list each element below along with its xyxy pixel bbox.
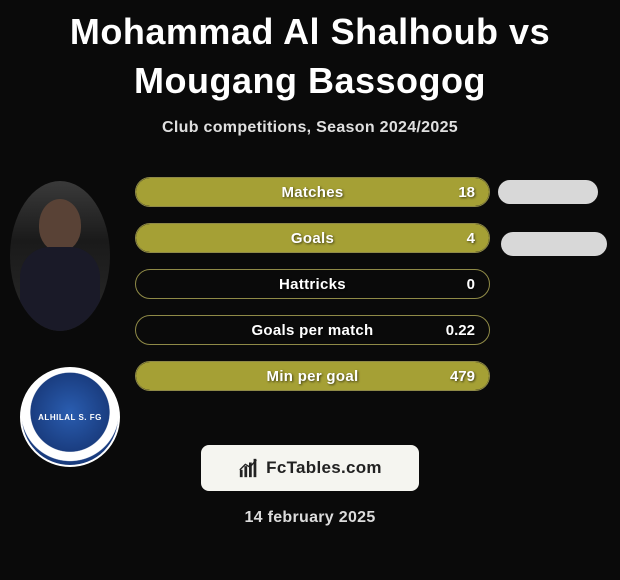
player-left-photo [10,181,110,331]
stat-value: 4 [467,224,475,252]
page-subtitle: Club competitions, Season 2024/2025 [0,119,620,137]
chart-icon [238,457,260,479]
stats-column: Matches18 Goals4 Hattricks0 Goals per match… [135,177,490,407]
page-title: Mohammad Al Shalhoub vs Mougang Bassogog [0,0,620,105]
right-pill [501,232,607,256]
player-left-club-logo: ALHILAL S. FG [20,367,120,467]
stat-value: 0.22 [446,316,475,344]
stat-value: 479 [450,362,475,390]
club-logo-text: ALHILAL S. FG [38,413,102,422]
right-pill [498,180,598,204]
stat-value: 0 [467,270,475,298]
player-head-shape [39,199,81,251]
stat-bar: Matches18 [135,177,490,207]
player-right-pills [498,177,608,256]
stat-label: Min per goal [136,362,489,390]
stat-label: Matches [136,178,489,206]
stat-label: Goals per match [136,316,489,344]
stat-bar: Min per goal479 [135,361,490,391]
player-body-shape [20,247,100,331]
stat-bar: Hattricks0 [135,269,490,299]
stat-value: 18 [458,178,475,206]
footer-brand-badge: FcTables.com [201,445,419,491]
stat-bar: Goals per match0.22 [135,315,490,345]
footer-date: 14 february 2025 [0,509,620,527]
footer-brand-text: FcTables.com [266,458,382,478]
root: Mohammad Al Shalhoub vs Mougang Bassogog… [0,0,620,580]
stat-label: Hattricks [136,270,489,298]
stat-label: Goals [136,224,489,252]
stat-bar: Goals4 [135,223,490,253]
